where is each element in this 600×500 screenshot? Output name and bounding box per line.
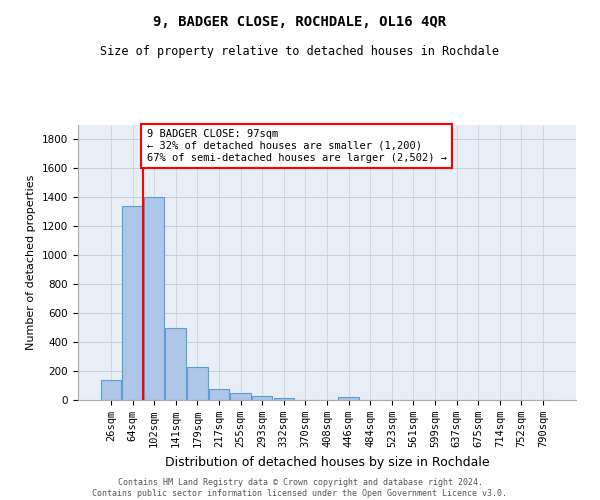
Bar <box>101 380 121 400</box>
Bar <box>230 394 251 400</box>
Bar <box>166 328 186 400</box>
Text: 9 BADGER CLOSE: 97sqm
← 32% of detached houses are smaller (1,200)
67% of semi-d: 9 BADGER CLOSE: 97sqm ← 32% of detached … <box>146 130 446 162</box>
Bar <box>187 368 208 400</box>
Text: Size of property relative to detached houses in Rochdale: Size of property relative to detached ho… <box>101 45 499 58</box>
Text: 9, BADGER CLOSE, ROCHDALE, OL16 4QR: 9, BADGER CLOSE, ROCHDALE, OL16 4QR <box>154 15 446 29</box>
Bar <box>274 398 294 400</box>
X-axis label: Distribution of detached houses by size in Rochdale: Distribution of detached houses by size … <box>164 456 490 468</box>
Y-axis label: Number of detached properties: Number of detached properties <box>26 175 37 350</box>
Text: Contains HM Land Registry data © Crown copyright and database right 2024.
Contai: Contains HM Land Registry data © Crown c… <box>92 478 508 498</box>
Bar <box>122 206 143 400</box>
Bar <box>338 397 359 400</box>
Bar <box>252 396 272 400</box>
Bar <box>209 389 229 400</box>
Bar <box>144 198 164 400</box>
